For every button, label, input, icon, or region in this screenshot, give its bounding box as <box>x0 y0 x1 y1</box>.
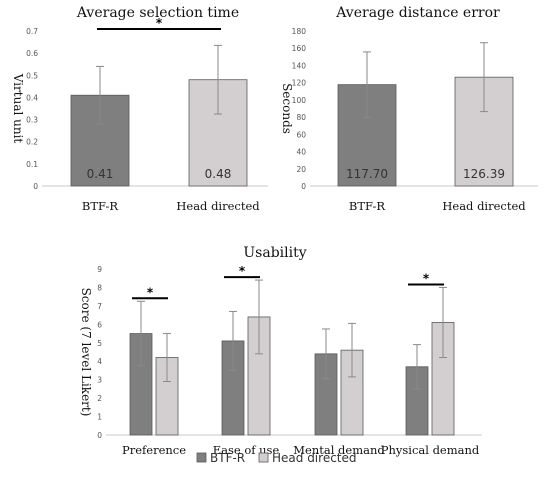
category-label: Preference <box>122 443 186 457</box>
y-tick-label: 8 <box>97 283 102 292</box>
chart-title-0: Average selection time <box>76 5 239 21</box>
chart-title-2: Usability <box>243 245 306 261</box>
y-tick-label: 0.3 <box>26 116 38 125</box>
legend-swatch-btf-r <box>196 452 207 463</box>
y-tick-label: 3 <box>97 376 102 385</box>
y-tick-label: 6 <box>97 320 102 329</box>
significance-star: * <box>239 264 246 278</box>
y-tick-label: 0.2 <box>26 138 38 147</box>
y-tick-label: 2 <box>97 394 102 403</box>
data-label: 126.39 <box>463 167 505 181</box>
significance-star: * <box>423 271 430 285</box>
y-tick-label: 0 <box>33 182 38 191</box>
y-tick-label: 0.6 <box>26 49 38 58</box>
y-axis-label-2: Score (7 level Likert) <box>79 288 93 417</box>
legend-swatch-head-directed <box>258 452 269 463</box>
y-axis-label-0: Virtual unit <box>11 73 25 144</box>
y-tick-label: 0 <box>97 431 102 440</box>
y-tick-label: 80 <box>296 113 306 122</box>
y-tick-label: 100 <box>292 96 307 105</box>
legend-label-btf-r: BTF-R <box>210 451 245 465</box>
y-tick-label: 7 <box>97 302 102 311</box>
data-label: 0.41 <box>87 167 114 181</box>
y-tick-label: 1 <box>97 413 102 422</box>
legend-label-head-directed: Head directed <box>272 451 357 465</box>
y-tick-label: 5 <box>97 339 102 348</box>
data-label: 117.70 <box>346 167 388 181</box>
y-tick-label: 0.4 <box>26 93 38 102</box>
category-label: Head directed <box>176 199 260 213</box>
data-label: 0.48 <box>205 167 232 181</box>
significance-star: * <box>156 16 163 30</box>
y-tick-label: 20 <box>296 165 306 174</box>
y-tick-label: 4 <box>97 357 102 366</box>
y-tick-label: 9 <box>97 265 102 274</box>
y-axis-label-1: Seconds <box>280 83 294 134</box>
significance-star: * <box>147 285 154 299</box>
category-label: Head directed <box>442 199 526 213</box>
y-tick-label: 180 <box>292 27 307 36</box>
category-label: Mental demand <box>293 443 385 457</box>
y-tick-label: 160 <box>292 44 307 53</box>
y-tick-label: 120 <box>292 79 307 88</box>
chart-title-1: Average distance error <box>335 5 500 21</box>
y-tick-label: 60 <box>296 130 306 139</box>
category-label: BTF-R <box>82 199 118 213</box>
y-tick-label: 40 <box>296 148 306 157</box>
category-label: BTF-R <box>349 199 385 213</box>
category-label: Physical demand <box>381 443 480 457</box>
y-tick-label: 140 <box>292 61 307 70</box>
y-tick-label: 0.7 <box>26 27 38 36</box>
y-tick-label: 0.1 <box>26 160 38 169</box>
y-tick-label: 0.5 <box>26 71 38 80</box>
y-tick-label: 0 <box>301 182 306 191</box>
